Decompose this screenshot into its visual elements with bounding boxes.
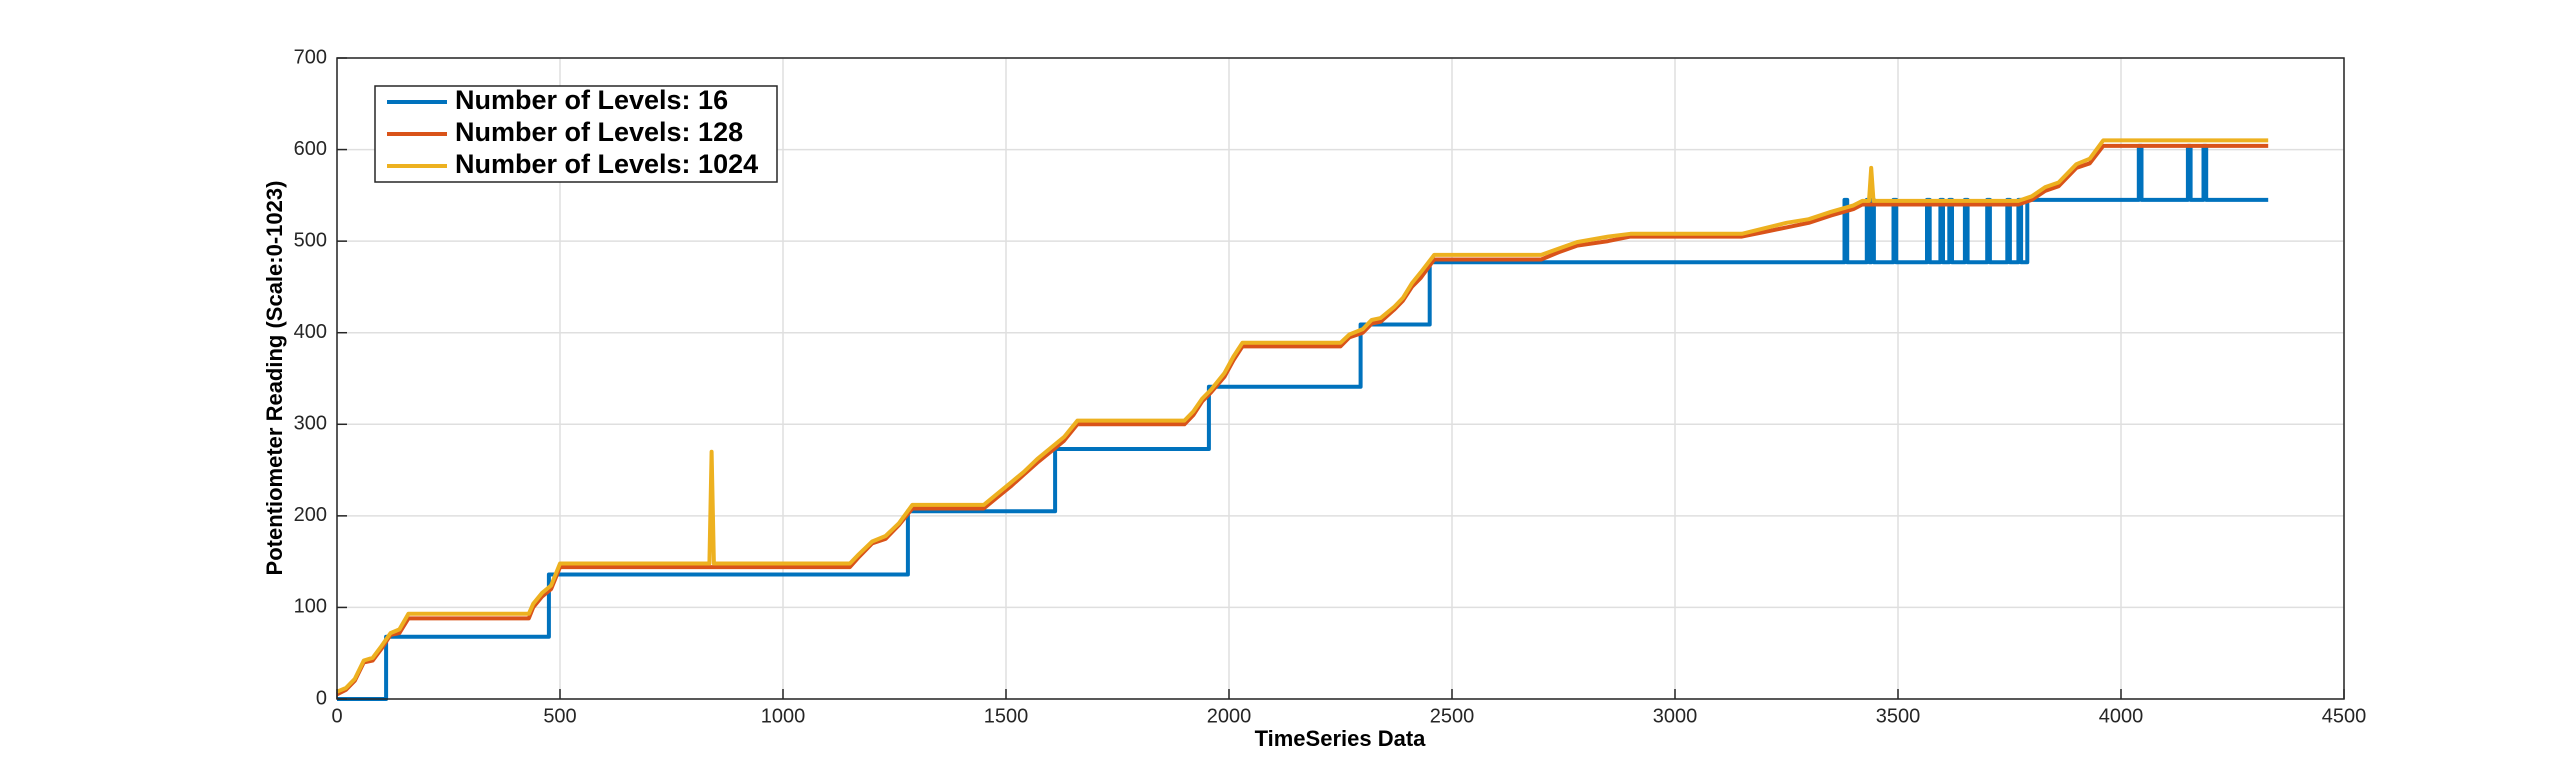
series-line <box>336 138 2269 694</box>
x-axis-label: TimeSeries Data <box>1255 726 1427 751</box>
x-tick-label: 500 <box>543 705 576 727</box>
y-tick-label: 0 <box>316 687 327 709</box>
x-tick-label: 3500 <box>1876 705 1921 727</box>
x-tick-label: 1000 <box>761 705 806 727</box>
x-tick-label: 2500 <box>1430 705 1475 727</box>
x-tick-label: 2000 <box>1207 705 1252 727</box>
series-line <box>337 143 2269 701</box>
y-tick-label: 200 <box>294 504 327 526</box>
y-tick-label: 300 <box>294 413 327 435</box>
legend-label: Number of Levels: 16 <box>455 85 728 115</box>
x-tick-label: 4000 <box>2099 705 2144 727</box>
axes-box <box>336 57 2345 700</box>
y-tick-label: 400 <box>294 321 327 343</box>
series-line <box>336 143 2269 697</box>
x-tick-label: 3000 <box>1653 705 1698 727</box>
x-tick-label: 0 <box>331 705 342 727</box>
y-axis-label: Potentiometer Reading (Scale:0-1023) <box>262 181 287 576</box>
x-tick-label: 4500 <box>2322 705 2367 727</box>
legend-label: Number of Levels: 128 <box>455 117 743 147</box>
y-tick-label: 600 <box>294 138 327 160</box>
legend-label: Number of Levels: 1024 <box>455 149 758 179</box>
y-tick-label: 700 <box>294 46 327 68</box>
x-tick-label: 1500 <box>984 705 1029 727</box>
y-tick-label: 500 <box>294 229 327 251</box>
y-tick-label: 100 <box>294 596 327 618</box>
